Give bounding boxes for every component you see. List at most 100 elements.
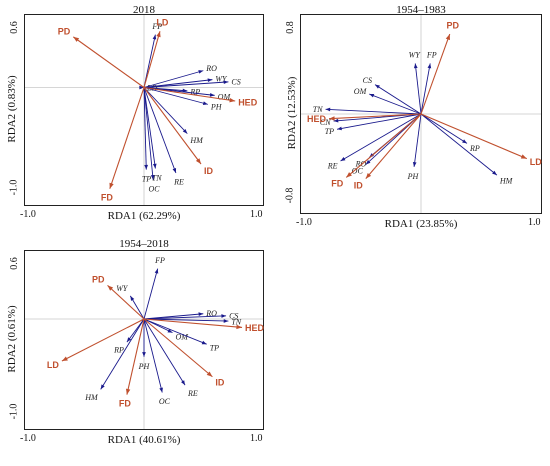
chart-title: 2018 [133,4,155,16]
species-arrow-om [369,93,422,115]
species-label-tp: TP [142,175,151,184]
arrow-head [206,371,213,377]
chart-title: 1954–1983 [396,4,446,16]
arrow-head [413,63,418,69]
species-label-wy: WY [116,284,129,293]
plot-frame [24,250,264,430]
arrow-head [181,380,186,386]
env-label-fd: FD [331,178,343,188]
arrow-head [375,84,380,89]
species-arrow-ph [143,87,208,105]
arrow-head [520,154,527,159]
species-arrow-hm [143,87,188,134]
species-label-tp: TP [210,344,219,353]
arrow-head [61,356,68,361]
species-arrow-ro [143,70,204,88]
env-label-ld: LD [47,360,59,370]
arrow-head [329,116,335,121]
species-label-ro: RO [205,64,217,73]
arrow-head [207,78,213,82]
env-arrow-ld [420,113,528,160]
x-axis-label: RDA1 (62.29%) [107,210,181,222]
x-tick-label: 1.0 [528,217,541,228]
species-label-ph: PH [138,362,151,371]
species-arrow-oc [143,318,163,393]
species-arrow-fp [143,34,156,88]
env-label-pd: PD [447,21,460,31]
species-arrow-tp [143,318,207,345]
arrow-head [223,80,229,85]
x-tick-label: 1.0 [250,433,263,444]
species-label-cn: CN [320,118,331,127]
env-arrow-hed [143,86,236,102]
species-label-om: OM [354,87,368,96]
env-arrow-pd [72,36,145,88]
env-label-hed: HED [245,323,265,333]
species-arrow-cs [143,81,229,88]
species-arrow-ro [143,313,204,320]
arrow-head [156,31,161,38]
arrow-head [202,101,208,105]
arrow-head [337,126,342,131]
species-label-fp: FP [154,256,165,265]
arrow-head [126,337,132,343]
y-tick-label: 0.6 [8,257,20,270]
env-arrow-id [365,113,422,179]
arrow-head [150,174,155,180]
arrow-head [172,168,177,173]
arrow-head [340,157,346,161]
arrow-head [223,319,229,323]
arrow-head [198,312,204,317]
env-arrow-ld [61,318,145,362]
species-label-oc: OC [159,397,171,406]
env-arrow-ld [143,31,161,88]
env-label-fd: FD [119,398,131,408]
species-arrow-rp [420,113,468,144]
species-label-ph: PH [210,103,223,112]
species-label-ph: PH [407,172,420,181]
species-label-cs: CS [229,312,238,321]
arrow-head [365,172,372,179]
species-label-tn: TN [231,317,241,326]
env-arrow-id [143,87,202,165]
x-tick-label: -1.0 [296,217,312,228]
arrow-head [167,328,173,333]
env-arrow-id [143,318,213,378]
arrow-head [412,162,417,167]
species-label-rp: RP [113,345,124,354]
species-arrow-tn [143,87,156,169]
species-arrow-hm [420,113,498,176]
species-arrow-wy [414,63,422,115]
env-arrow-fd [345,113,422,178]
x-axis-label: RDA1 (23.85%) [384,218,458,230]
arrow-head [346,172,352,178]
species-label-cs: CS [231,77,240,86]
species-arrow-oc [143,87,154,180]
species-label-re: RE [173,177,184,186]
env-arrow-fd [126,318,145,395]
species-label-rp: RP [469,144,480,153]
arrow-head [152,163,157,169]
arrow-head [333,118,339,123]
species-arrow-ph [413,113,422,167]
env-label-hed: HED [307,114,327,124]
x-tick-label: 1.0 [250,209,263,220]
env-label-id: ID [354,180,364,190]
species-arrow-tp [336,113,422,130]
species-label-re: RE [327,162,338,171]
species-label-hm: HM [499,177,514,186]
x-tick-label: -1.0 [20,209,36,220]
arrow-head [198,70,204,74]
arrow-head [201,340,207,345]
plot-frame [300,14,542,214]
species-label-oc: OC [148,185,160,194]
env-arrow-pd [107,284,145,320]
arrow-head [427,63,432,69]
species-label-tn: TN [152,173,162,182]
species-arrow-re [143,87,177,174]
env-label-pd: PD [92,274,105,284]
arrow-head [221,314,227,318]
chart-title: 1954–2018 [119,238,169,250]
